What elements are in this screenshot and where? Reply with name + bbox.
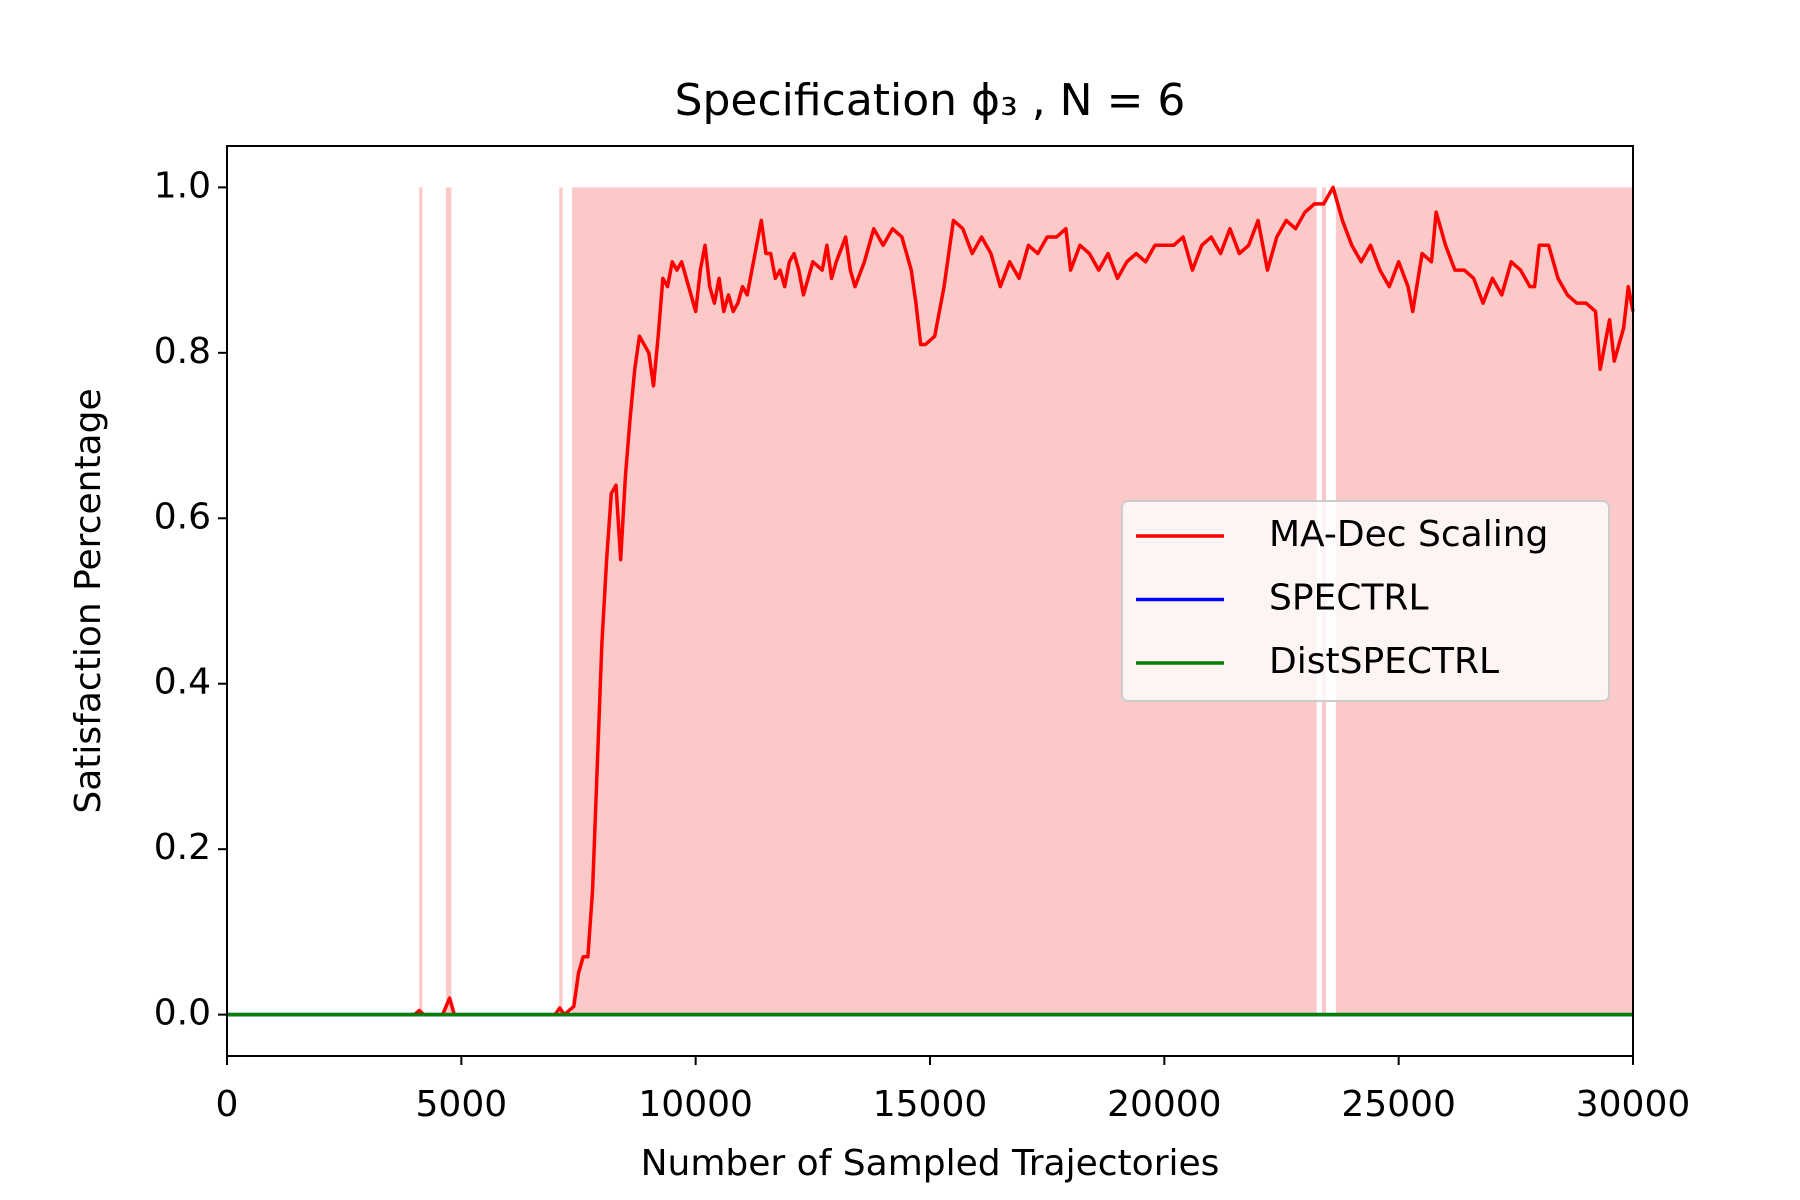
x-axis-label: Number of Sampled Trajectories [641, 1143, 1220, 1184]
x-tick-label: 5000 [416, 1084, 508, 1125]
legend-label: DistSPECTRL [1269, 641, 1499, 682]
legend-label: MA-Dec Scaling [1269, 514, 1548, 555]
shaded-region [559, 187, 563, 1015]
y-tick-label: 0.2 [154, 827, 211, 868]
shaded-region [445, 187, 452, 1015]
legend-box [1121, 500, 1610, 702]
legend: MA-Dec Scaling SPECTRL DistSPECTRL [1121, 500, 1610, 702]
shaded-region [419, 187, 423, 1015]
y-tick-label: 1.0 [154, 165, 211, 206]
chart-title: Specification ϕ₃ , N = 6 [675, 75, 1186, 126]
x-tick-label: 10000 [638, 1084, 753, 1125]
x-tick-label: 0 [216, 1084, 239, 1125]
y-axis-label: Satisfaction Percentage [68, 388, 109, 813]
y-tick-label: 0.0 [154, 993, 211, 1034]
y-tick-label: 0.6 [154, 496, 211, 537]
y-tick-label: 0.8 [154, 331, 211, 372]
x-tick-label: 30000 [1576, 1084, 1691, 1125]
y-tick-label: 0.4 [154, 662, 211, 703]
data-line [227, 185, 1635, 1017]
x-tick-label: 25000 [1341, 1084, 1456, 1125]
x-tick-label: 15000 [873, 1084, 988, 1125]
x-tick-label: 20000 [1107, 1084, 1222, 1125]
legend-label: SPECTRL [1269, 578, 1429, 619]
